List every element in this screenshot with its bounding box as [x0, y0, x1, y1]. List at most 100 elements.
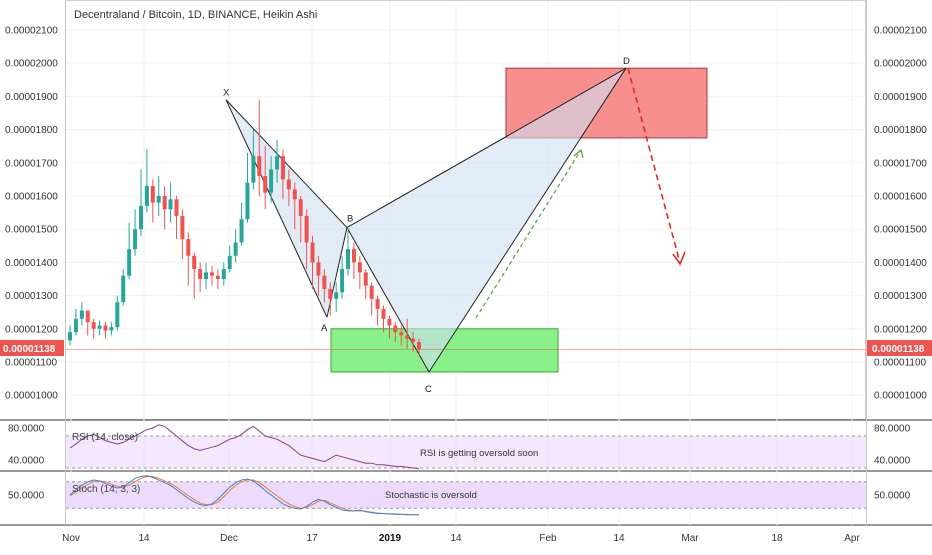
- candle: [292, 182, 297, 230]
- time-label: 14: [613, 533, 625, 544]
- price-tick-right: 0.00001000: [874, 391, 927, 402]
- candle: [286, 169, 291, 206]
- candle: [269, 156, 274, 203]
- candle-body: [103, 325, 108, 331]
- pattern-point-A: A: [321, 323, 328, 334]
- bullish-projection-arrow: [475, 149, 582, 319]
- candle: [334, 282, 339, 313]
- candle: [162, 186, 167, 230]
- rsi-band: [66, 436, 866, 468]
- candle: [115, 295, 120, 331]
- price-tick-right: 0.00001900: [874, 92, 927, 103]
- candle-body: [186, 239, 191, 256]
- rsi-panel: 80.0000 80.0000 40.0000 40.0000: [8, 424, 911, 470]
- candle-body: [227, 255, 232, 270]
- candle: [310, 235, 315, 289]
- price-tick-right: 0.00002100: [874, 26, 927, 37]
- candle-body: [115, 302, 120, 328]
- candle-body: [97, 325, 102, 329]
- harmonic-pattern: [225, 67, 627, 373]
- price-tick-right: 0.00001100: [874, 358, 927, 369]
- candle-body: [150, 186, 155, 203]
- candle-body: [257, 156, 262, 177]
- stoch-tick-left: 50.0000: [8, 491, 45, 502]
- candle-body: [174, 199, 179, 216]
- candle: [180, 209, 185, 260]
- candle: [156, 176, 161, 216]
- candle-body: [180, 215, 185, 240]
- candle: [322, 269, 327, 303]
- candle-body: [85, 310, 90, 323]
- candle: [138, 169, 143, 236]
- price-tick-right: 0.00001700: [874, 158, 927, 169]
- candle: [275, 139, 280, 183]
- candle: [204, 262, 209, 289]
- candle: [375, 295, 380, 326]
- candle-body: [417, 342, 421, 350]
- candle: [198, 262, 203, 293]
- current-price-label-left: 0.00001138: [3, 344, 56, 355]
- price-axis-right: 0.00002100 0.00002000 0.00001900 0.00001800…: [874, 26, 927, 402]
- stoch-d-line: [69, 476, 419, 516]
- candle-body: [304, 215, 309, 243]
- candle: [381, 305, 386, 333]
- candle: [121, 269, 126, 306]
- rsi-tick-right: 40.0000: [874, 456, 911, 467]
- candle: [316, 255, 321, 296]
- price-tick-right: 0.00001400: [874, 258, 927, 269]
- candle: [387, 315, 392, 339]
- candle: [85, 310, 90, 336]
- price-tick-right: 0.00002000: [874, 59, 927, 70]
- candle: [298, 196, 303, 243]
- stoch-note: Stochastic is oversold: [385, 490, 477, 501]
- candle-body: [239, 219, 244, 243]
- candle: [221, 262, 226, 286]
- candle: [192, 252, 197, 299]
- time-label: Apr: [844, 533, 860, 544]
- rsi-tick-left: 80.0000: [8, 424, 45, 435]
- price-tick-left: 0.00001000: [5, 391, 58, 402]
- candle: [393, 322, 398, 343]
- candle-body: [127, 249, 132, 276]
- candle-body: [168, 199, 173, 210]
- candle: [73, 308, 78, 336]
- price-tick-left: 0.00001700: [5, 158, 58, 169]
- candle-body: [393, 325, 398, 333]
- candle: [280, 149, 285, 200]
- candle-body: [138, 205, 143, 230]
- triangle-bcd: [347, 68, 626, 372]
- candle-body: [363, 272, 368, 286]
- candle-body: [328, 288, 333, 299]
- candle-body: [269, 169, 274, 193]
- candle-body: [316, 262, 321, 276]
- candle-body: [263, 176, 268, 193]
- candle: [109, 322, 114, 336]
- candle-body: [144, 186, 149, 206]
- candle: [357, 255, 362, 289]
- candle-body: [298, 199, 303, 216]
- current-price-tag-right: 0.00001138: [867, 340, 932, 356]
- candle-body: [334, 292, 339, 299]
- candle: [417, 338, 421, 356]
- price-tick-left: 0.00001400: [5, 258, 58, 269]
- price-tick-right: 0.00001800: [874, 125, 927, 136]
- candle-body: [221, 269, 226, 279]
- time-label: 14: [138, 533, 150, 544]
- candle-body: [346, 249, 351, 270]
- price-tick-right: 0.00001200: [874, 324, 927, 335]
- price-tick-left: 0.00001800: [5, 125, 58, 136]
- pattern-leg: [428, 67, 627, 373]
- time-label: 17: [306, 533, 318, 544]
- candle: [369, 282, 374, 316]
- candle-body: [375, 298, 380, 309]
- candle: [263, 146, 268, 210]
- candle: [150, 179, 155, 223]
- candle-body: [162, 196, 167, 210]
- candle: [186, 232, 191, 286]
- candle: [328, 282, 333, 316]
- pattern-leg: [225, 99, 348, 228]
- chart-title: Decentraland / Bitcoin, 1D, BINANCE, Hei…: [74, 9, 317, 21]
- pattern-leg: [225, 99, 328, 318]
- price-tick-left: 0.00002100: [5, 26, 58, 37]
- candle: [103, 322, 108, 339]
